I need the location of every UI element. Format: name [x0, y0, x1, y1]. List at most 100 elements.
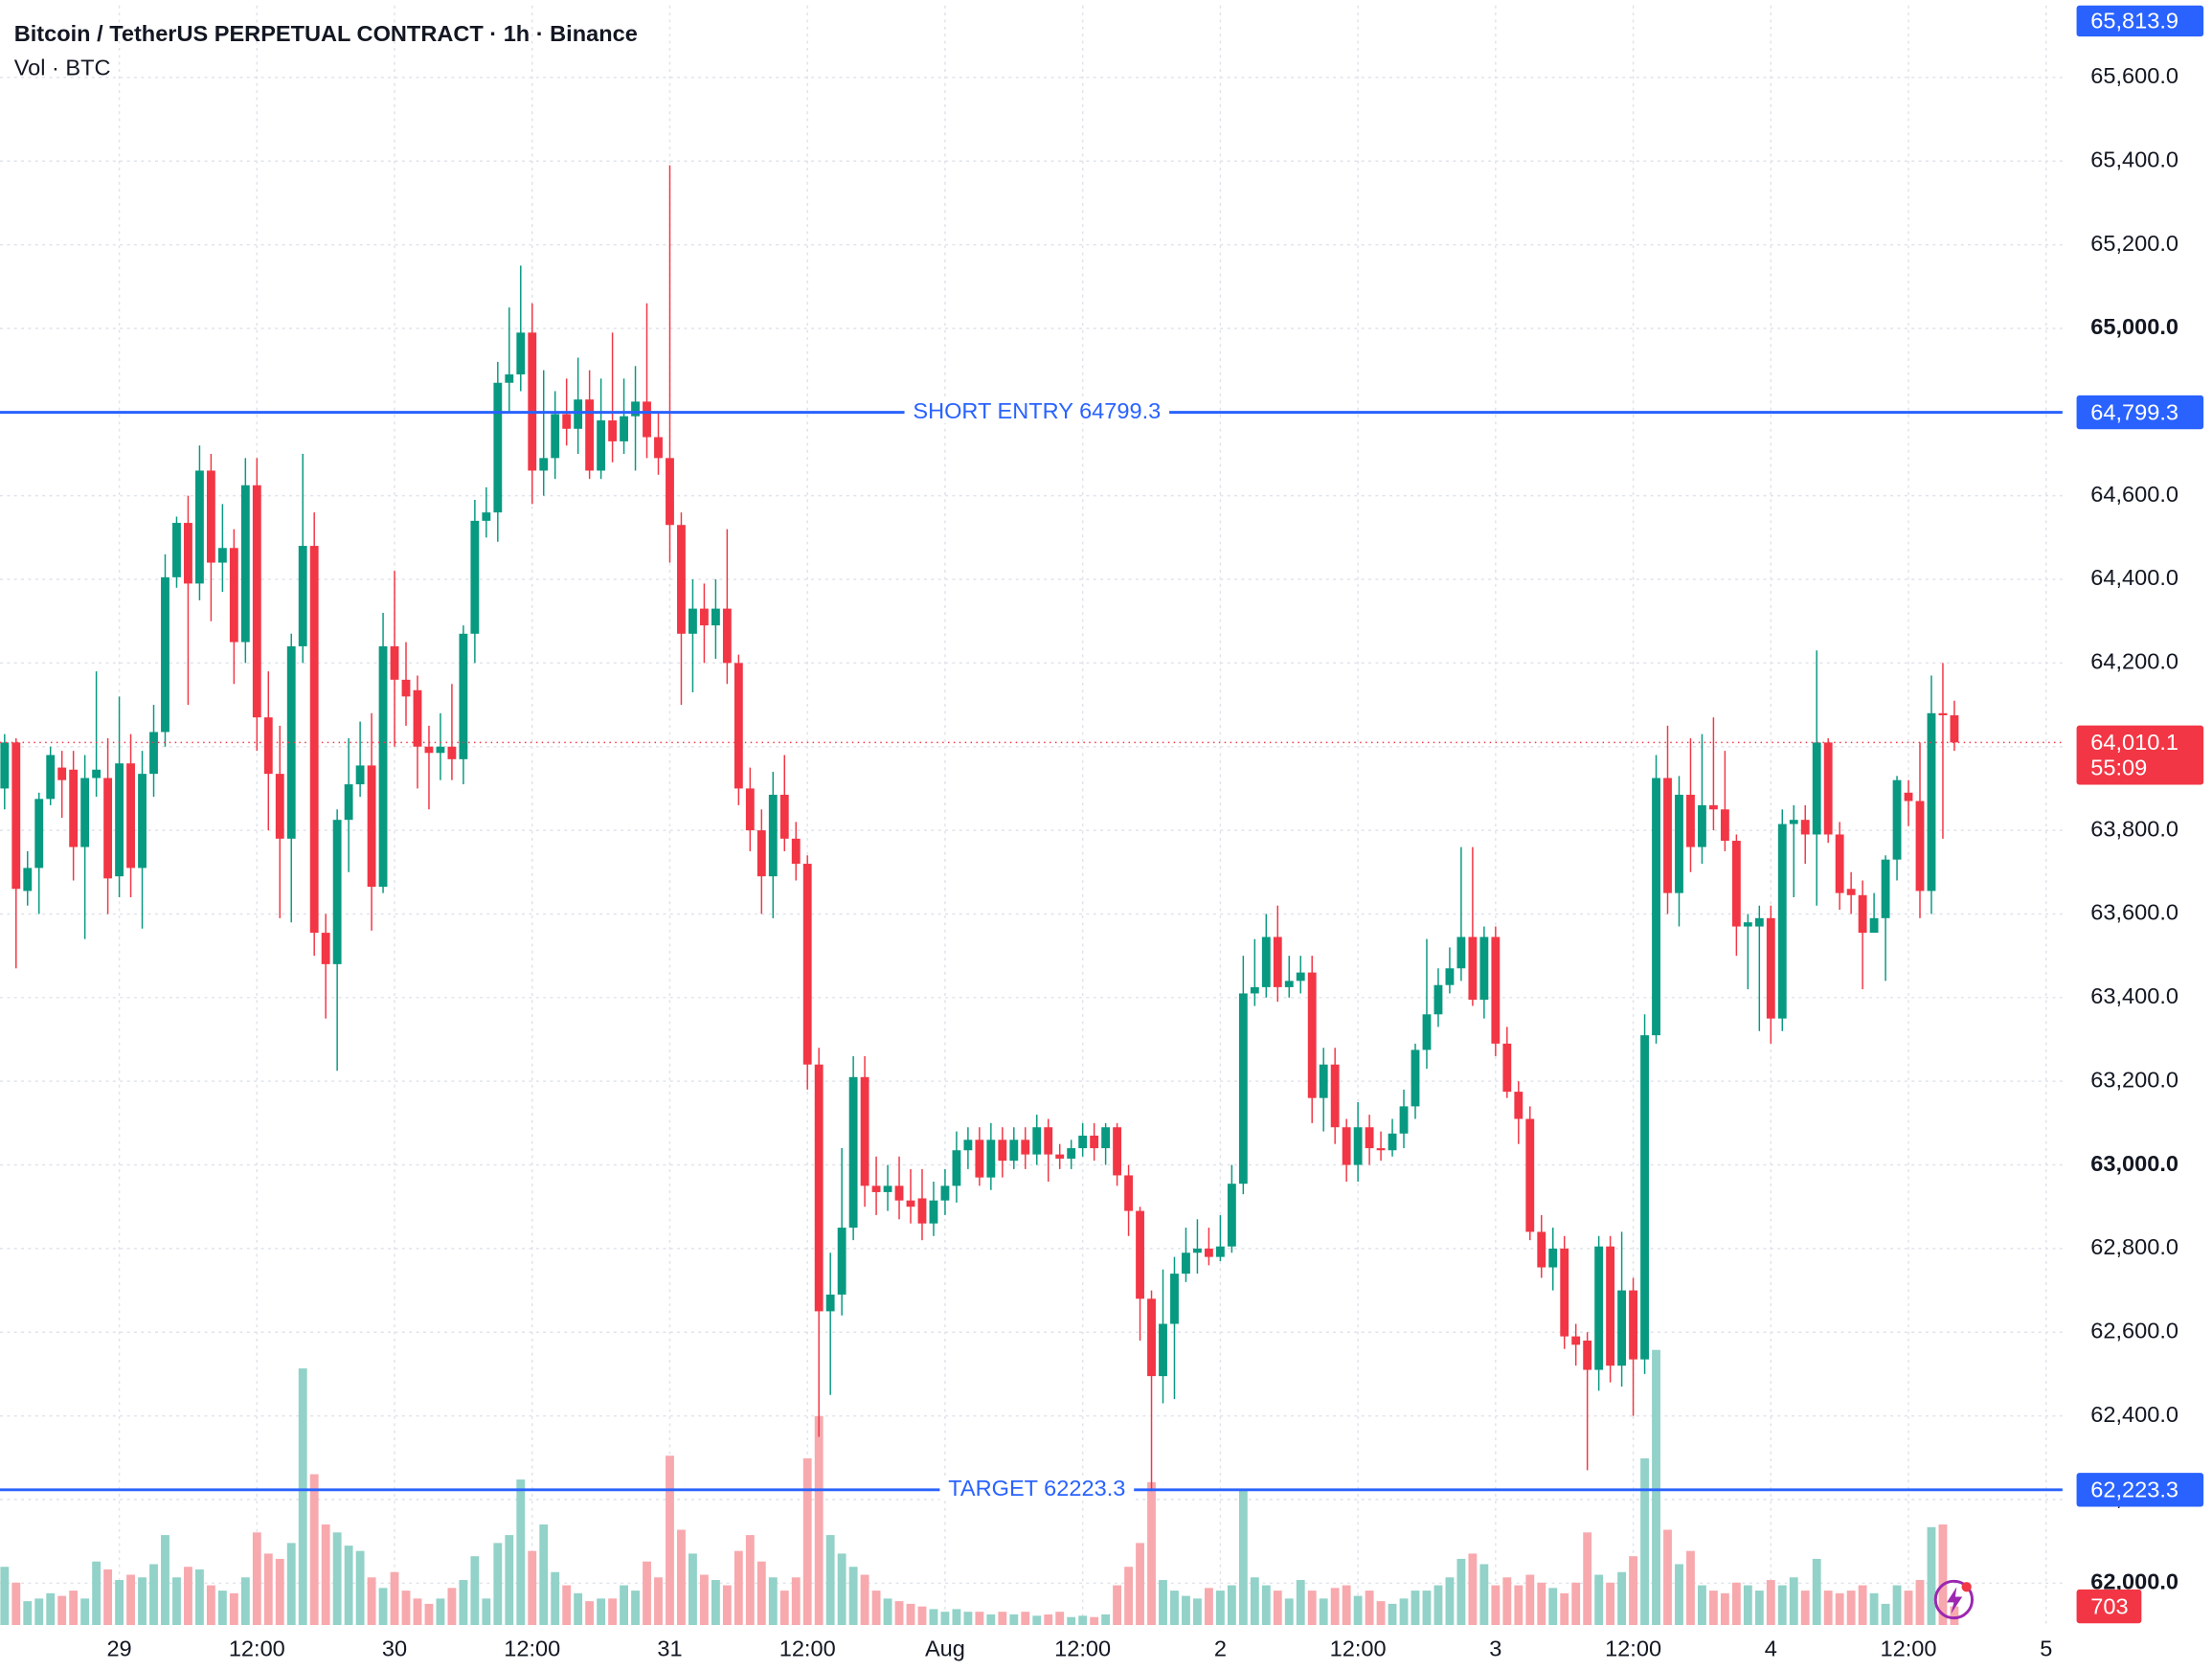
volume-bar — [1433, 1585, 1443, 1625]
volume-bar — [1227, 1585, 1236, 1625]
volume-bar — [1537, 1582, 1546, 1625]
candle-body — [367, 765, 376, 888]
x-tick-label: 12:00 — [1881, 1636, 1937, 1661]
candle-body — [1479, 937, 1489, 1000]
volume-bar — [1479, 1564, 1489, 1625]
candle-body — [722, 608, 732, 664]
candle-body — [1846, 889, 1856, 895]
y-tick-label: 64,200.0 — [2090, 649, 2178, 674]
candle-body — [699, 608, 709, 626]
candle-body — [34, 799, 44, 869]
candle-body — [80, 778, 90, 847]
candle-body — [378, 645, 388, 888]
volume-bar — [620, 1585, 628, 1625]
volume-bar — [1136, 1543, 1144, 1625]
volume-bar — [1743, 1585, 1752, 1625]
volume-bar — [1032, 1615, 1042, 1625]
volume-bar — [1812, 1558, 1821, 1625]
volume-bar — [46, 1592, 56, 1625]
candle-body — [779, 794, 789, 839]
volume-bar — [1698, 1585, 1706, 1625]
candle-body — [1629, 1290, 1637, 1360]
volume-bar — [998, 1612, 1007, 1625]
volume-bar — [528, 1550, 537, 1625]
volume-bar — [1731, 1582, 1741, 1625]
volume-bar — [688, 1553, 697, 1625]
volume-bar — [917, 1606, 927, 1625]
candle-body — [1307, 972, 1317, 1098]
candle-body — [1583, 1340, 1592, 1370]
candle-body — [1124, 1175, 1133, 1211]
volume-bar — [1663, 1529, 1672, 1625]
scale-top-label: 65,813.9 — [2090, 9, 2178, 34]
volume-bar — [1823, 1591, 1833, 1625]
candle-body — [332, 820, 342, 964]
volume-bar — [551, 1571, 560, 1625]
candle-body — [344, 784, 353, 821]
volume-bar — [1560, 1592, 1569, 1625]
candle-body — [734, 663, 743, 789]
candle-body — [1021, 1140, 1030, 1155]
volume-bar — [1606, 1582, 1615, 1625]
volume-bar — [1640, 1457, 1649, 1625]
candle-body — [940, 1185, 950, 1201]
candle-body — [505, 373, 514, 383]
volume-bar — [172, 1577, 181, 1625]
countdown-label: 55:09 — [2090, 756, 2147, 780]
volume-bar — [493, 1543, 503, 1625]
candle-body — [516, 332, 526, 374]
candle-body — [1708, 804, 1718, 810]
volume-bar — [894, 1601, 904, 1625]
volume-bar — [1170, 1591, 1179, 1625]
candle-body — [149, 732, 158, 775]
candle-body — [493, 382, 503, 513]
volume-bar — [1514, 1585, 1524, 1625]
candle-body — [1731, 841, 1741, 927]
volume-bar — [1021, 1612, 1030, 1625]
candle-body — [46, 755, 56, 800]
volume-bar — [459, 1580, 468, 1625]
x-tick-label: 4 — [1765, 1636, 1777, 1661]
candle-body — [1227, 1184, 1236, 1247]
volume-bar — [470, 1556, 480, 1625]
price-pane — [0, 165, 1959, 1492]
volume-bar — [1927, 1526, 1936, 1625]
volume-bar — [963, 1612, 973, 1625]
volume-bar — [413, 1598, 422, 1625]
alert-icon[interactable] — [1933, 1579, 1975, 1620]
volume-bar — [1307, 1591, 1317, 1625]
candle-body — [688, 608, 697, 634]
candle-body — [1915, 801, 1925, 891]
volume-bar — [1044, 1614, 1053, 1625]
candle-body — [1537, 1231, 1546, 1268]
volume-bar — [355, 1550, 365, 1625]
volume-bar — [1652, 1349, 1660, 1625]
volume-bar — [424, 1603, 434, 1625]
candle-body — [1445, 968, 1455, 985]
y-tick-label: 64,400.0 — [2090, 565, 2178, 590]
volume-bar — [1238, 1490, 1248, 1625]
volume-bar — [906, 1603, 915, 1625]
x-tick-label: 12:00 — [229, 1636, 285, 1661]
volume-bar — [1399, 1598, 1409, 1625]
candle-body — [309, 546, 319, 934]
chart-title: Bitcoin / TetherUS PERPETUAL CONTRACT · … — [14, 21, 638, 46]
candle-body — [998, 1140, 1007, 1162]
candle-body — [1560, 1248, 1569, 1337]
volume-bar — [126, 1574, 135, 1625]
candle-body — [1950, 714, 1959, 743]
candle-body — [1766, 917, 1775, 1019]
x-tick-label: 12:00 — [1330, 1636, 1387, 1661]
candle-body — [848, 1076, 858, 1229]
volume-bar — [1468, 1553, 1478, 1625]
candle-body — [1675, 794, 1683, 893]
volume-bar — [986, 1614, 996, 1625]
volume-bar — [0, 1567, 10, 1625]
candle-body — [482, 512, 491, 521]
volume-bar — [286, 1543, 296, 1625]
candle-body — [1502, 1043, 1512, 1093]
volume-bar — [1113, 1585, 1122, 1625]
level-label: SHORT ENTRY 64799.3 — [913, 398, 1161, 423]
volume-bar — [34, 1598, 44, 1625]
